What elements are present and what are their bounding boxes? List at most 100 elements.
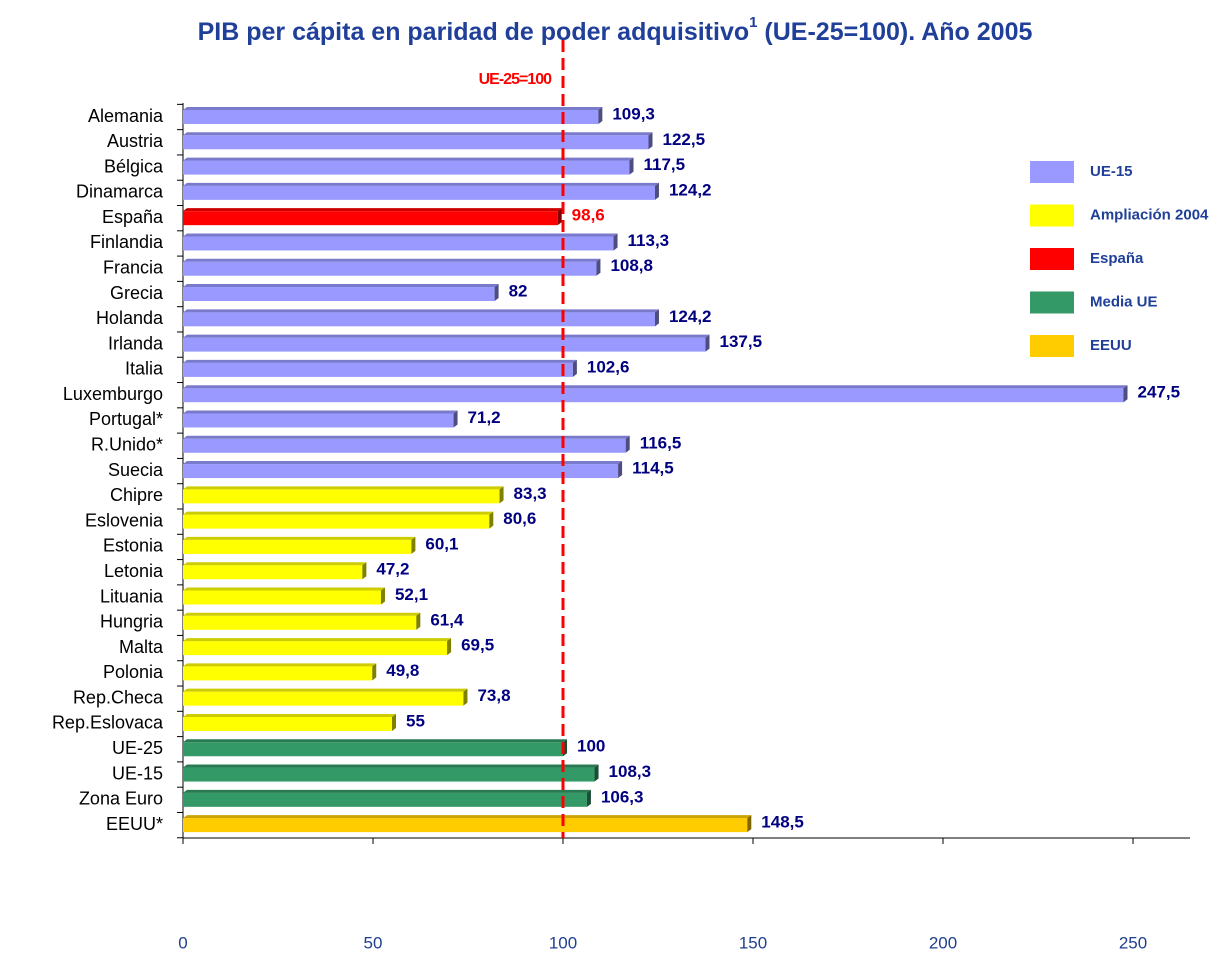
bar-cap — [453, 410, 458, 428]
value-label: 71,2 — [468, 408, 501, 427]
bar-cap — [747, 815, 752, 833]
y-tick-label: Suecia — [108, 460, 164, 480]
bar-top — [183, 638, 452, 642]
y-tick-label: Grecia — [110, 283, 164, 303]
bar — [183, 287, 495, 302]
bar-top — [183, 486, 504, 490]
value-label: 61,4 — [430, 610, 464, 629]
legend-label: UE-15 — [1090, 163, 1133, 180]
value-label: 52,1 — [395, 585, 428, 604]
value-label: 137,5 — [720, 332, 763, 351]
y-tick-label: EEUU* — [106, 814, 163, 834]
bar-cap — [362, 562, 367, 580]
bar-top — [183, 157, 634, 161]
x-tick-label: 0 — [178, 933, 187, 952]
value-label: 113,3 — [628, 231, 670, 250]
y-tick-label: Finlandia — [90, 232, 164, 252]
bar — [183, 413, 454, 428]
bar-cap — [494, 284, 499, 302]
y-tick-label: España — [102, 207, 164, 227]
bar — [183, 362, 573, 377]
bar-top — [183, 435, 630, 439]
value-label: 55 — [406, 711, 425, 730]
y-tick-label: Alemania — [88, 106, 164, 126]
bar — [183, 388, 1124, 403]
bar-cap — [380, 587, 385, 605]
legend-swatch — [1030, 161, 1074, 183]
legend-label: Ampliación 2004 — [1090, 206, 1209, 223]
bar-cap — [372, 663, 377, 681]
legend-swatch — [1030, 291, 1074, 314]
value-label: 60,1 — [425, 534, 458, 553]
value-label: 49,8 — [386, 661, 419, 680]
bar-top — [183, 410, 458, 414]
value-label: 108,3 — [609, 762, 652, 781]
y-tick-label: UE-15 — [112, 763, 163, 783]
bar-cap — [648, 132, 653, 150]
bar-top — [183, 511, 494, 515]
bar-top — [183, 233, 618, 237]
value-label: 124,2 — [669, 180, 712, 199]
legend-swatch — [1030, 204, 1074, 227]
value-label: 98,6 — [572, 206, 605, 225]
bar — [183, 565, 363, 580]
bar — [183, 135, 649, 150]
bar — [183, 514, 490, 529]
bar-top — [183, 815, 752, 819]
y-tick-label: Eslovenia — [85, 510, 164, 530]
bar-cap — [586, 789, 591, 807]
title-end: (UE-25=100). Año 2005 — [757, 18, 1032, 46]
bar-top — [183, 587, 385, 591]
bar — [183, 489, 500, 504]
bar — [183, 337, 706, 352]
bar — [183, 539, 412, 554]
y-tick-label: Chipre — [110, 485, 163, 505]
bar-cap — [489, 511, 494, 529]
x-tick-label: 150 — [739, 933, 767, 952]
y-tick-label: Rep.Eslovaca — [52, 713, 164, 733]
y-tick-label: Malta — [119, 637, 164, 657]
value-label: 100 — [577, 737, 605, 756]
reference-label: UE-25=100 — [479, 71, 552, 88]
bar — [183, 716, 392, 731]
legend-label: Media UE — [1090, 293, 1158, 310]
y-tick-label: Bélgica — [104, 156, 164, 176]
bar — [183, 261, 597, 276]
bar-cap — [705, 334, 710, 352]
bar — [183, 312, 655, 327]
bar-cap — [416, 612, 421, 630]
bar-top — [183, 739, 567, 743]
value-label: 122,5 — [663, 130, 706, 149]
bar-cap — [557, 208, 562, 226]
bar-cap — [392, 713, 396, 731]
bar-cap — [654, 309, 659, 327]
y-tick-label: Portugal* — [89, 409, 163, 429]
value-label: 247,5 — [1138, 383, 1181, 402]
y-tick-label: R.Unido* — [91, 435, 163, 455]
legend-swatch — [1030, 248, 1074, 270]
bar-top — [183, 284, 499, 288]
bar-top — [183, 182, 659, 186]
bar-top — [183, 334, 710, 338]
bar-top — [183, 536, 416, 540]
legend-label: EEUU — [1090, 337, 1132, 354]
bar-cap — [463, 688, 468, 706]
y-tick-label: Luxemburgo — [63, 384, 163, 404]
bar — [183, 641, 448, 656]
y-tick-label: Letonia — [104, 561, 164, 581]
value-label: 102,6 — [587, 357, 630, 376]
bar-top — [183, 107, 603, 110]
bar — [183, 236, 614, 251]
y-tick-label: Austria — [107, 131, 164, 151]
legend-label: España — [1090, 250, 1144, 267]
bar-top — [183, 359, 577, 363]
value-label: 108,8 — [610, 256, 653, 275]
value-label: 116,5 — [640, 433, 682, 452]
y-tick-label: UE-25 — [112, 738, 163, 758]
y-tick-label: Holanda — [96, 308, 164, 328]
bar-top — [183, 789, 591, 793]
bar — [183, 615, 417, 630]
bar — [183, 666, 373, 681]
bar — [183, 110, 599, 124]
